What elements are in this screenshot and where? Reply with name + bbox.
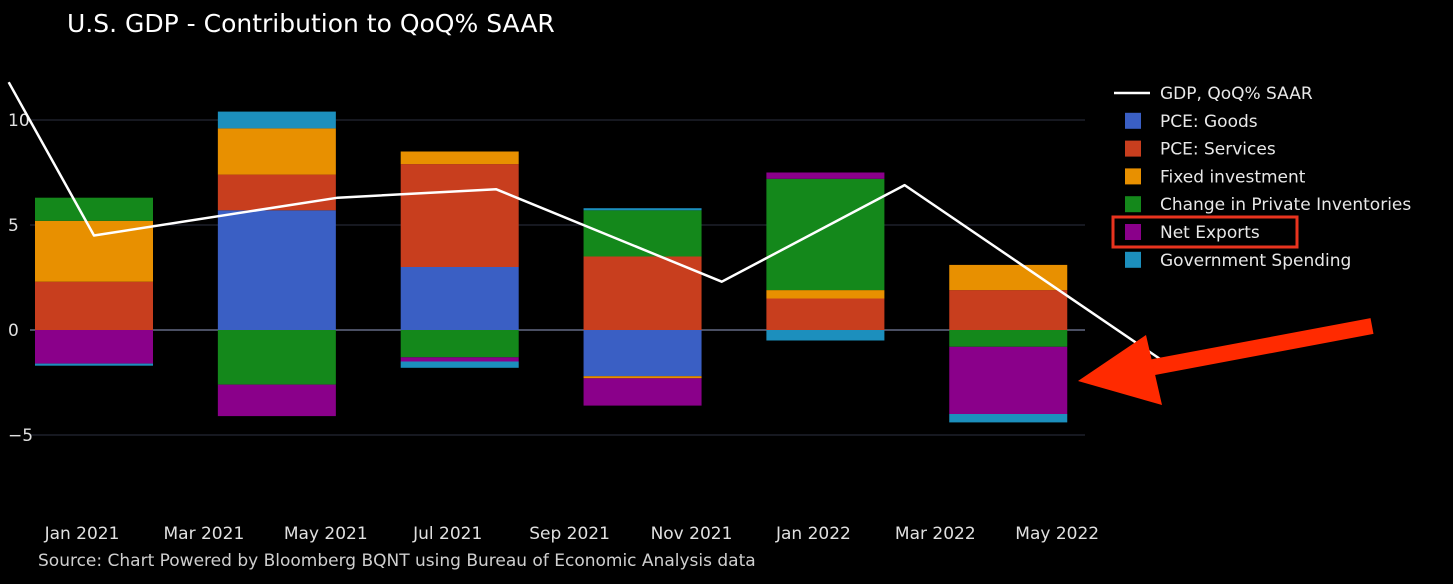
source-note: Source: Chart Powered by Bloomberg BQNT … xyxy=(38,551,756,571)
y-tick-label: 5 xyxy=(8,216,19,236)
bar-segment xyxy=(583,208,702,211)
grid xyxy=(30,119,1085,436)
bar-segment xyxy=(35,281,153,330)
bar-segment xyxy=(400,361,519,368)
bar-segment xyxy=(400,330,519,358)
x-tick-label: Jul 2021 xyxy=(412,524,482,544)
bar-segment xyxy=(400,164,519,267)
bar-segment xyxy=(766,290,885,299)
bar-segment xyxy=(583,256,702,330)
bar-segment xyxy=(766,172,885,179)
bar-segment xyxy=(766,178,885,291)
y-tick-label: 0 xyxy=(8,321,19,341)
bar-segment xyxy=(949,346,1068,414)
bar-segment xyxy=(583,376,702,379)
x-tick-label: Nov 2021 xyxy=(651,524,733,544)
bar-segment xyxy=(400,151,519,165)
bar-segment xyxy=(583,330,702,377)
x-axis: Jan 2021 Mar 2021 May 2021 Jul 2021 Sep 2021… xyxy=(44,524,1100,544)
gdp-line-group xyxy=(7,81,1162,361)
annotation xyxy=(1078,318,1374,405)
bar-segment xyxy=(217,384,336,417)
y-tick-label: 10 xyxy=(8,111,30,131)
legend-swatch xyxy=(1125,224,1141,240)
y-tick-label: −5 xyxy=(8,426,33,446)
bar-segment xyxy=(217,111,336,129)
bar-segment xyxy=(35,330,153,364)
legend-swatch xyxy=(1125,168,1141,185)
legend-label: Fixed investment xyxy=(1160,167,1306,187)
y-axis: −5 0 5 10 xyxy=(8,111,33,446)
bar-segment xyxy=(35,363,153,366)
bar-segment xyxy=(949,264,1068,291)
x-tick-label: Sep 2021 xyxy=(529,524,610,544)
legend-label: PCE: Goods xyxy=(1160,112,1258,132)
bar-segment xyxy=(217,128,336,175)
net-exports-highlight-box xyxy=(1111,215,1299,249)
bar-segment xyxy=(400,267,519,330)
arrow-head xyxy=(1078,335,1162,405)
legend-label: Government Spending xyxy=(1160,251,1351,271)
x-tick-label: Mar 2022 xyxy=(895,524,976,544)
bar-segment xyxy=(949,290,1068,330)
bars xyxy=(35,111,1068,423)
x-tick-label: Jan 2022 xyxy=(775,524,851,544)
bar-segment xyxy=(949,414,1068,423)
x-tick-label: May 2022 xyxy=(1015,524,1099,544)
bar-segment xyxy=(400,357,519,362)
legend-label: GDP, QoQ% SAAR xyxy=(1160,84,1313,104)
x-tick-label: Mar 2021 xyxy=(164,524,245,544)
legend-label: Net Exports xyxy=(1160,223,1260,243)
x-tick-label: May 2021 xyxy=(284,524,368,544)
legend-swatch xyxy=(1125,196,1141,213)
bar-segment xyxy=(35,220,153,282)
bar-segment xyxy=(217,174,336,211)
bar-segment xyxy=(766,298,885,330)
legend-swatch xyxy=(1125,112,1141,129)
legend-label: Change in Private Inventories xyxy=(1160,195,1411,215)
legend: GDP, QoQ% SAAR PCE: Goods PCE: Services Fix… xyxy=(1111,84,1411,271)
bar-segment xyxy=(217,330,336,385)
x-tick-label: Jan 2021 xyxy=(44,524,120,544)
chart-title: U.S. GDP - Contribution to QoQ% SAAR xyxy=(67,9,555,38)
bar-segment xyxy=(949,330,1068,347)
bar-segment xyxy=(583,378,702,406)
bar-segment xyxy=(35,197,153,221)
bar-segment xyxy=(766,330,885,341)
arrow-shaft xyxy=(1136,318,1374,378)
legend-swatch xyxy=(1125,251,1141,268)
legend-swatch xyxy=(1125,140,1141,157)
legend-label: PCE: Services xyxy=(1160,140,1276,160)
gdp-line xyxy=(7,81,1162,361)
bar-segment xyxy=(217,210,336,330)
